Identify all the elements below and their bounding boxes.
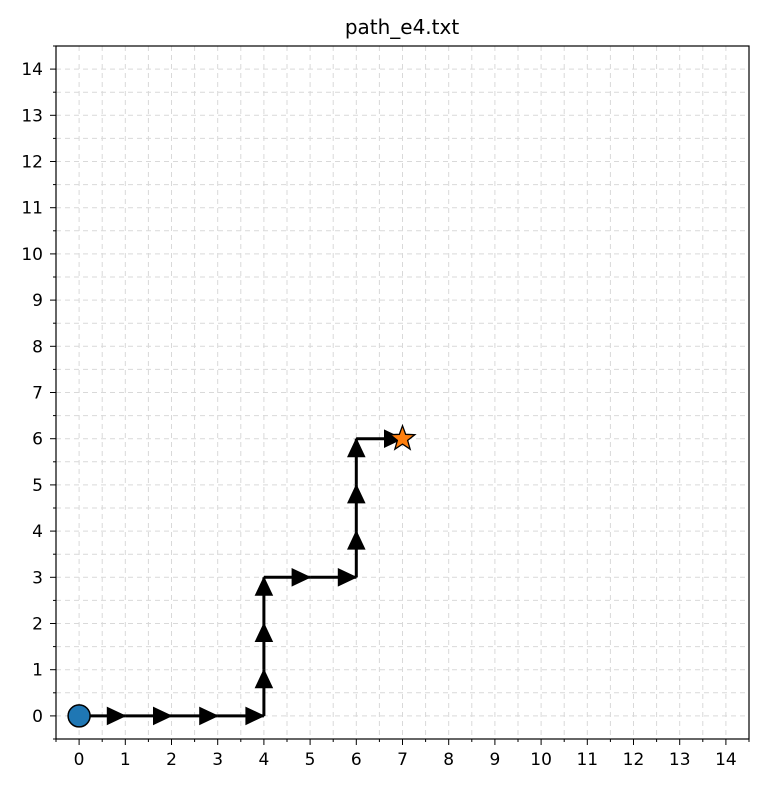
path-arrowhead xyxy=(153,706,173,726)
plot-frame xyxy=(55,45,750,740)
path-arrowhead xyxy=(199,706,219,726)
y-tick-label: 6 xyxy=(32,430,43,450)
x-tick-label: 10 xyxy=(530,750,552,770)
y-tick-label: 9 xyxy=(32,291,43,311)
path-arrowhead xyxy=(337,568,358,587)
path-arrowhead xyxy=(254,668,274,689)
x-tick-label: 1 xyxy=(120,750,131,770)
path-arrowhead xyxy=(106,706,127,726)
x-tick-label: 4 xyxy=(258,750,269,770)
x-tick-label: 14 xyxy=(715,750,737,770)
y-tick-label: 13 xyxy=(21,106,43,126)
x-tick-label: 7 xyxy=(397,750,408,770)
y-tick-label: 12 xyxy=(21,153,43,173)
path-arrowhead xyxy=(254,622,274,642)
chart-title: path_e4.txt xyxy=(345,15,460,39)
path-arrowhead xyxy=(347,483,366,504)
y-tick-label: 14 xyxy=(21,60,43,80)
x-tick-labels: 0 1 2 3 4 5 6 7 8 9 10 11 12 13 14 xyxy=(74,750,737,770)
path-arrowhead xyxy=(254,576,274,596)
y-tick-label: 3 xyxy=(32,568,43,588)
x-tick-label: 2 xyxy=(166,750,177,770)
y-tick-label: 7 xyxy=(32,384,43,404)
path-markers xyxy=(67,423,417,728)
y-tick-label: 10 xyxy=(21,245,43,265)
y-tick-label: 5 xyxy=(32,476,43,496)
x-tick-label: 0 xyxy=(74,750,85,770)
x-tick-label: 3 xyxy=(212,750,223,770)
path-arrowhead xyxy=(291,568,312,587)
goal-star-marker xyxy=(388,423,417,451)
path-segments xyxy=(79,429,404,726)
grid-lines xyxy=(56,46,749,739)
x-tick-label: 8 xyxy=(443,750,454,770)
path-arrowhead xyxy=(347,529,366,550)
y-tick-label: 4 xyxy=(32,522,43,542)
y-tick-label: 1 xyxy=(32,661,43,681)
x-tick-label: 5 xyxy=(305,750,316,770)
path-arrowhead xyxy=(347,437,366,458)
path-arrowhead xyxy=(245,706,266,726)
minor-ticks xyxy=(53,45,750,742)
y-tick-label: 11 xyxy=(21,199,43,219)
major-ticks xyxy=(50,68,727,745)
x-tick-label: 11 xyxy=(576,750,598,770)
y-tick-label: 8 xyxy=(32,337,43,357)
x-tick-label: 6 xyxy=(351,750,362,770)
x-tick-label: 12 xyxy=(623,750,645,770)
y-tick-label: 0 xyxy=(32,707,43,727)
x-tick-label: 9 xyxy=(489,750,500,770)
start-marker xyxy=(67,704,91,728)
y-tick-label: 2 xyxy=(32,615,43,635)
x-tick-label: 13 xyxy=(669,750,691,770)
